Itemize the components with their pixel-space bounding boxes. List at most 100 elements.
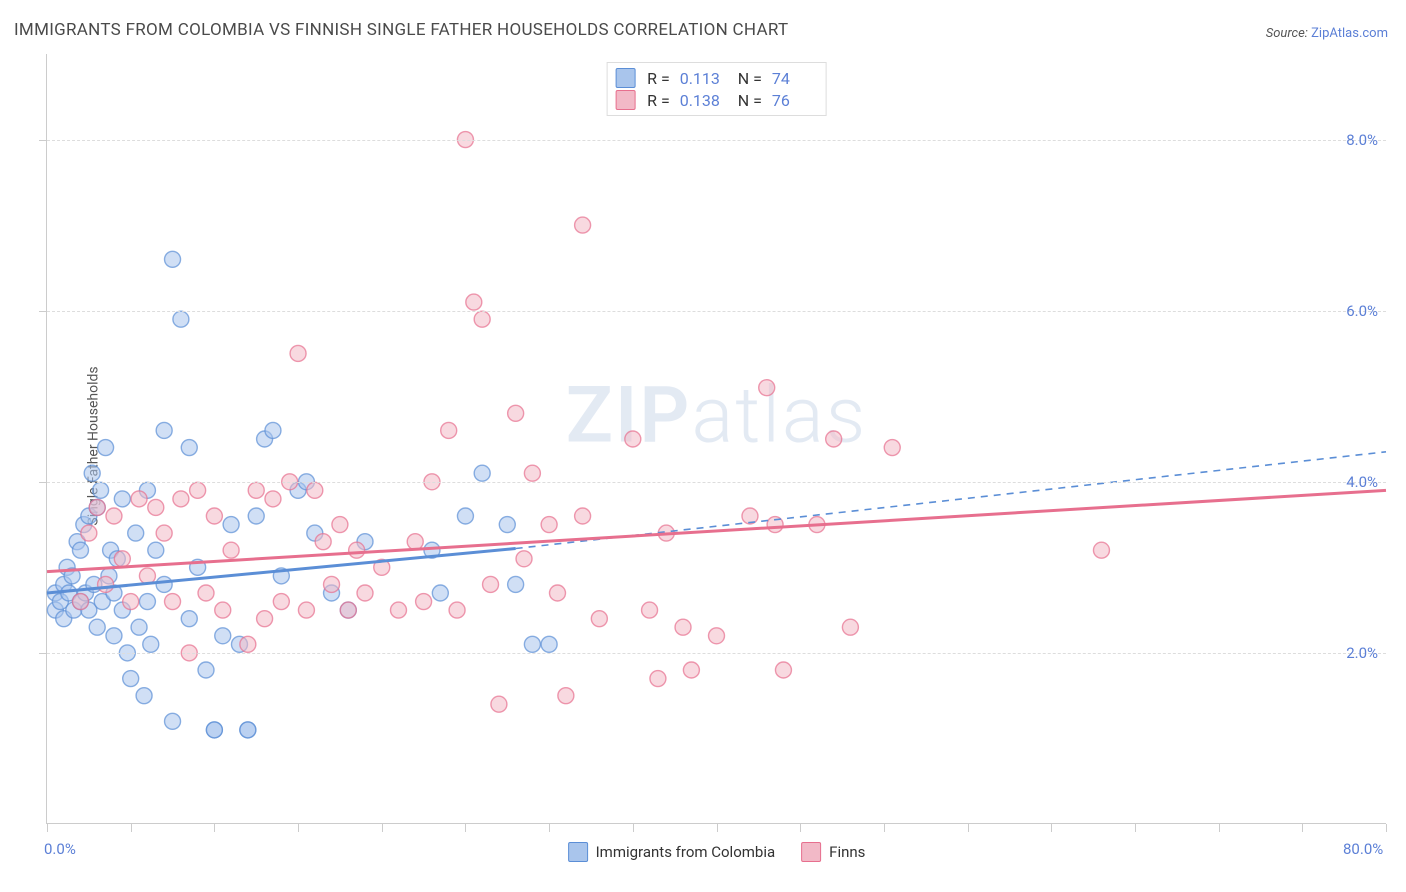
scatter-point bbox=[173, 311, 189, 327]
scatter-point bbox=[1093, 542, 1109, 558]
scatter-point bbox=[307, 482, 323, 498]
scatter-point bbox=[156, 576, 172, 592]
scatter-point bbox=[181, 611, 197, 627]
legend-bottom-swatch-1 bbox=[801, 842, 821, 862]
y-tick bbox=[39, 482, 47, 483]
scatter-point bbox=[549, 585, 565, 601]
scatter-point bbox=[516, 551, 532, 567]
scatter-point bbox=[642, 602, 658, 618]
r-label-1: R = bbox=[647, 91, 670, 110]
scatter-point bbox=[72, 542, 88, 558]
x-tick bbox=[47, 824, 48, 832]
y-tick bbox=[39, 140, 47, 141]
scatter-point bbox=[474, 465, 490, 481]
x-tick bbox=[1219, 824, 1220, 832]
scatter-point bbox=[709, 628, 725, 644]
x-tick bbox=[968, 824, 969, 832]
source-value: ZipAtlas.com bbox=[1311, 26, 1388, 41]
x-tick bbox=[1302, 824, 1303, 832]
legend-item-0: Immigrants from Colombia bbox=[568, 842, 776, 862]
scatter-point bbox=[123, 594, 139, 610]
scatter-point bbox=[139, 594, 155, 610]
y-tick bbox=[39, 653, 47, 654]
scatter-point bbox=[148, 499, 164, 515]
scatter-point bbox=[390, 602, 406, 618]
scatter-point bbox=[265, 422, 281, 438]
scatter-point bbox=[524, 636, 540, 652]
scatter-point bbox=[156, 525, 172, 541]
scatter-point bbox=[324, 576, 340, 592]
scatter-point bbox=[273, 594, 289, 610]
x-tick bbox=[382, 824, 383, 832]
scatter-point bbox=[106, 628, 122, 644]
scatter-point bbox=[340, 602, 356, 618]
scatter-point bbox=[215, 602, 231, 618]
scatter-point bbox=[675, 619, 691, 635]
scatter-point bbox=[223, 542, 239, 558]
gridline-h bbox=[47, 140, 1386, 141]
scatter-point bbox=[114, 491, 130, 507]
scatter-point bbox=[257, 611, 273, 627]
scatter-point bbox=[190, 482, 206, 498]
r-value-1: 0.138 bbox=[680, 91, 726, 110]
scatter-point bbox=[575, 217, 591, 233]
y-tick-label: 8.0% bbox=[1346, 131, 1378, 149]
scatter-point bbox=[541, 517, 557, 533]
scatter-point bbox=[315, 534, 331, 550]
scatter-point bbox=[625, 431, 641, 447]
y-tick-label: 6.0% bbox=[1346, 302, 1378, 320]
scatter-point bbox=[206, 722, 222, 738]
legend-stats-row-0: R = 0.113 N = 74 bbox=[615, 67, 818, 89]
scatter-point bbox=[98, 440, 114, 456]
scatter-point bbox=[508, 405, 524, 421]
scatter-point bbox=[248, 482, 264, 498]
scatter-point bbox=[265, 491, 281, 507]
x-min-label: 0.0% bbox=[44, 840, 76, 858]
gridline-h bbox=[47, 653, 1386, 654]
scatter-point bbox=[290, 345, 306, 361]
x-tick bbox=[1135, 824, 1136, 832]
source-credit: Source: ZipAtlas.com bbox=[1266, 26, 1388, 41]
x-tick bbox=[465, 824, 466, 832]
scatter-point bbox=[131, 491, 147, 507]
scatter-point bbox=[298, 602, 314, 618]
chart-title: IMMIGRANTS FROM COLOMBIA VS FINNISH SING… bbox=[14, 20, 788, 40]
scatter-point bbox=[165, 251, 181, 267]
scatter-point bbox=[541, 636, 557, 652]
legend-stats: R = 0.113 N = 74 R = 0.138 N = 76 bbox=[606, 62, 827, 116]
r-value-0: 0.113 bbox=[680, 69, 726, 88]
legend-bottom-label-1: Finns bbox=[829, 843, 865, 861]
scatter-point bbox=[466, 294, 482, 310]
scatter-point bbox=[357, 585, 373, 601]
scatter-point bbox=[156, 422, 172, 438]
plot-svg bbox=[47, 54, 1386, 824]
scatter-point bbox=[223, 517, 239, 533]
scatter-point bbox=[123, 671, 139, 687]
chart-container: IMMIGRANTS FROM COLOMBIA VS FINNISH SING… bbox=[0, 0, 1406, 892]
scatter-point bbox=[106, 508, 122, 524]
scatter-point bbox=[143, 636, 159, 652]
x-max-label: 80.0% bbox=[1343, 840, 1383, 858]
x-tick bbox=[884, 824, 885, 832]
x-tick bbox=[1051, 824, 1052, 832]
y-tick-label: 4.0% bbox=[1346, 473, 1378, 491]
scatter-point bbox=[198, 662, 214, 678]
scatter-point bbox=[81, 525, 97, 541]
scatter-point bbox=[165, 594, 181, 610]
scatter-point bbox=[332, 517, 348, 533]
scatter-point bbox=[457, 508, 473, 524]
scatter-point bbox=[215, 628, 231, 644]
scatter-point bbox=[173, 491, 189, 507]
scatter-point bbox=[575, 508, 591, 524]
scatter-point bbox=[114, 551, 130, 567]
scatter-point bbox=[524, 465, 540, 481]
n-value-0: 74 bbox=[772, 69, 818, 88]
x-tick bbox=[800, 824, 801, 832]
scatter-point bbox=[148, 542, 164, 558]
r-label-0: R = bbox=[647, 69, 670, 88]
scatter-point bbox=[248, 508, 264, 524]
x-tick bbox=[131, 824, 132, 832]
scatter-point bbox=[131, 619, 147, 635]
x-tick bbox=[633, 824, 634, 832]
scatter-point bbox=[407, 534, 423, 550]
